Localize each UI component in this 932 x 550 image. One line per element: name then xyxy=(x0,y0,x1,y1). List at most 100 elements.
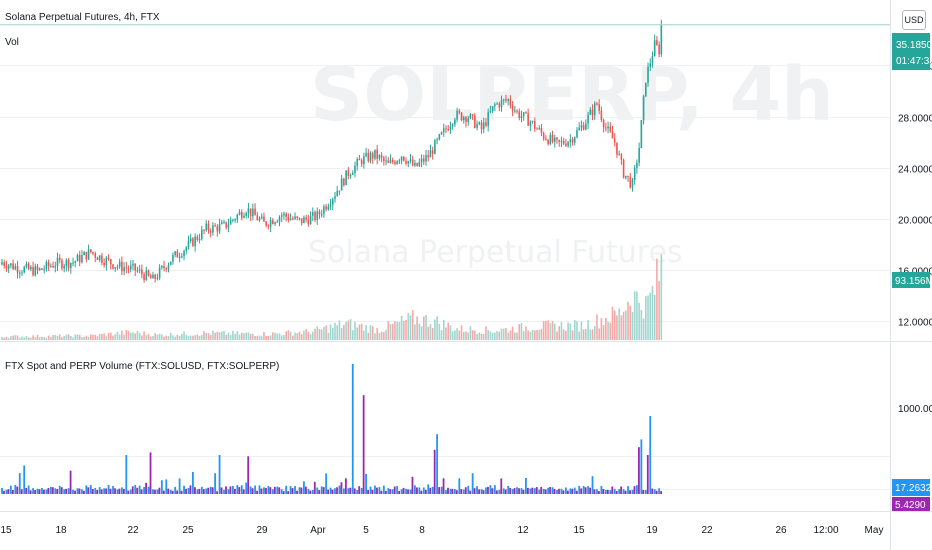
time-label[interactable]: 18 xyxy=(55,525,67,536)
candle-body xyxy=(596,103,598,105)
perp-bar xyxy=(451,488,454,494)
candle-body xyxy=(45,261,48,270)
candle-body xyxy=(3,262,6,266)
candle-body xyxy=(633,168,636,180)
perp-bar xyxy=(131,486,134,494)
perp-bar xyxy=(340,482,343,494)
candle-body xyxy=(520,116,523,118)
spot-bar xyxy=(649,416,652,494)
perp-bar xyxy=(606,489,609,494)
spot-bar xyxy=(636,485,638,494)
spot-bar xyxy=(476,486,478,494)
time-label[interactable]: May xyxy=(865,525,884,536)
volume-bar xyxy=(582,329,585,340)
candle-body xyxy=(63,266,65,269)
perp-bar xyxy=(411,476,414,494)
candle-body xyxy=(85,251,88,260)
time-label[interactable]: 12:00 xyxy=(813,525,838,536)
candle-body xyxy=(267,225,270,227)
candle-body xyxy=(158,267,161,278)
candle-body xyxy=(129,265,132,270)
perp-bar xyxy=(602,488,605,494)
time-label[interactable]: 19 xyxy=(646,525,658,536)
time-label[interactable]: 5 xyxy=(363,525,369,536)
time-label[interactable]: 25 xyxy=(182,525,194,536)
volume-bar xyxy=(1,336,3,340)
candle-body xyxy=(178,256,181,258)
volume-bar xyxy=(232,330,234,340)
spot-bar xyxy=(280,489,283,494)
perp-bar xyxy=(282,491,285,494)
currency-button[interactable]: USD xyxy=(902,10,926,30)
spot-bar xyxy=(453,489,456,494)
price-label[interactable]: 20.0000 xyxy=(898,216,932,227)
candle-body xyxy=(613,138,616,143)
candle-body xyxy=(61,260,63,269)
perp-bar xyxy=(549,486,552,494)
time-label[interactable]: 12 xyxy=(517,525,529,536)
volume-bar xyxy=(54,335,57,340)
price-label[interactable]: 28.0000 xyxy=(898,114,932,125)
perp-bar xyxy=(202,489,205,494)
candle-body xyxy=(645,82,647,97)
time-label[interactable]: 15 xyxy=(0,525,12,536)
candle-body xyxy=(587,114,589,124)
time-label[interactable]: 22 xyxy=(701,525,713,536)
time-label[interactable]: 22 xyxy=(127,525,139,536)
perp-bar xyxy=(362,395,365,494)
candle-body xyxy=(371,153,374,159)
candle-body xyxy=(391,160,394,163)
time-label[interactable]: 8 xyxy=(419,525,425,536)
candle-body xyxy=(398,160,401,162)
candle-body xyxy=(54,266,57,268)
volume-bar xyxy=(334,322,336,340)
volume-bar xyxy=(34,337,37,340)
perp-bar xyxy=(154,489,156,494)
watermark-name: Solana Perpetual Futures xyxy=(308,235,683,270)
price-axis-labels[interactable]: 32.000028.000024.000020.000016.000012.00… xyxy=(898,62,932,329)
volume-bar xyxy=(434,319,436,340)
volume-label[interactable]: Vol xyxy=(5,37,19,48)
time-label[interactable]: Apr xyxy=(310,525,326,536)
perp-volume-bars xyxy=(3,395,663,494)
indicator-title[interactable]: FTX Spot and PERP Volume (FTX:SOLUSD, FT… xyxy=(5,361,279,372)
candle-body xyxy=(220,222,223,225)
candle-body xyxy=(181,256,183,258)
perp-bar xyxy=(629,490,631,494)
candle-body xyxy=(194,236,196,247)
candle-body xyxy=(356,159,358,166)
volume-bar xyxy=(101,334,103,340)
candle-body xyxy=(243,215,245,218)
time-label[interactable]: 29 xyxy=(256,525,268,536)
candle-body xyxy=(198,239,201,241)
candle-body xyxy=(394,162,396,164)
spot-bar xyxy=(493,485,496,494)
candle-body xyxy=(136,270,139,272)
volume-bar xyxy=(172,335,174,340)
spot-bar xyxy=(547,487,550,494)
volume-bar xyxy=(107,332,110,340)
volume-bar xyxy=(629,305,632,340)
time-label[interactable]: 15 xyxy=(573,525,585,536)
price-label[interactable]: 12.0000 xyxy=(898,318,932,329)
candle-body xyxy=(70,262,72,269)
price-label[interactable]: 24.0000 xyxy=(898,165,932,176)
candle-body xyxy=(325,206,327,210)
spot-bar xyxy=(556,490,558,494)
candle-body xyxy=(12,263,14,270)
candle-body xyxy=(627,175,629,177)
spot-bar xyxy=(485,487,487,494)
candle-body xyxy=(447,129,450,131)
volume-bar xyxy=(580,321,583,340)
time-label[interactable]: 26 xyxy=(775,525,787,536)
spot-bar xyxy=(449,488,452,494)
volume-bar xyxy=(129,332,132,340)
spot-bar xyxy=(214,473,217,494)
perp-bar xyxy=(25,487,28,494)
candle-body xyxy=(414,162,416,166)
volume-bar xyxy=(596,314,598,340)
volume-bar xyxy=(383,332,385,340)
volume-bar xyxy=(347,320,350,340)
time-axis-labels[interactable]: 15 18 22 25 29 Apr 5 8 12 15 19 22 26 12:00 May xyxy=(0,525,883,536)
